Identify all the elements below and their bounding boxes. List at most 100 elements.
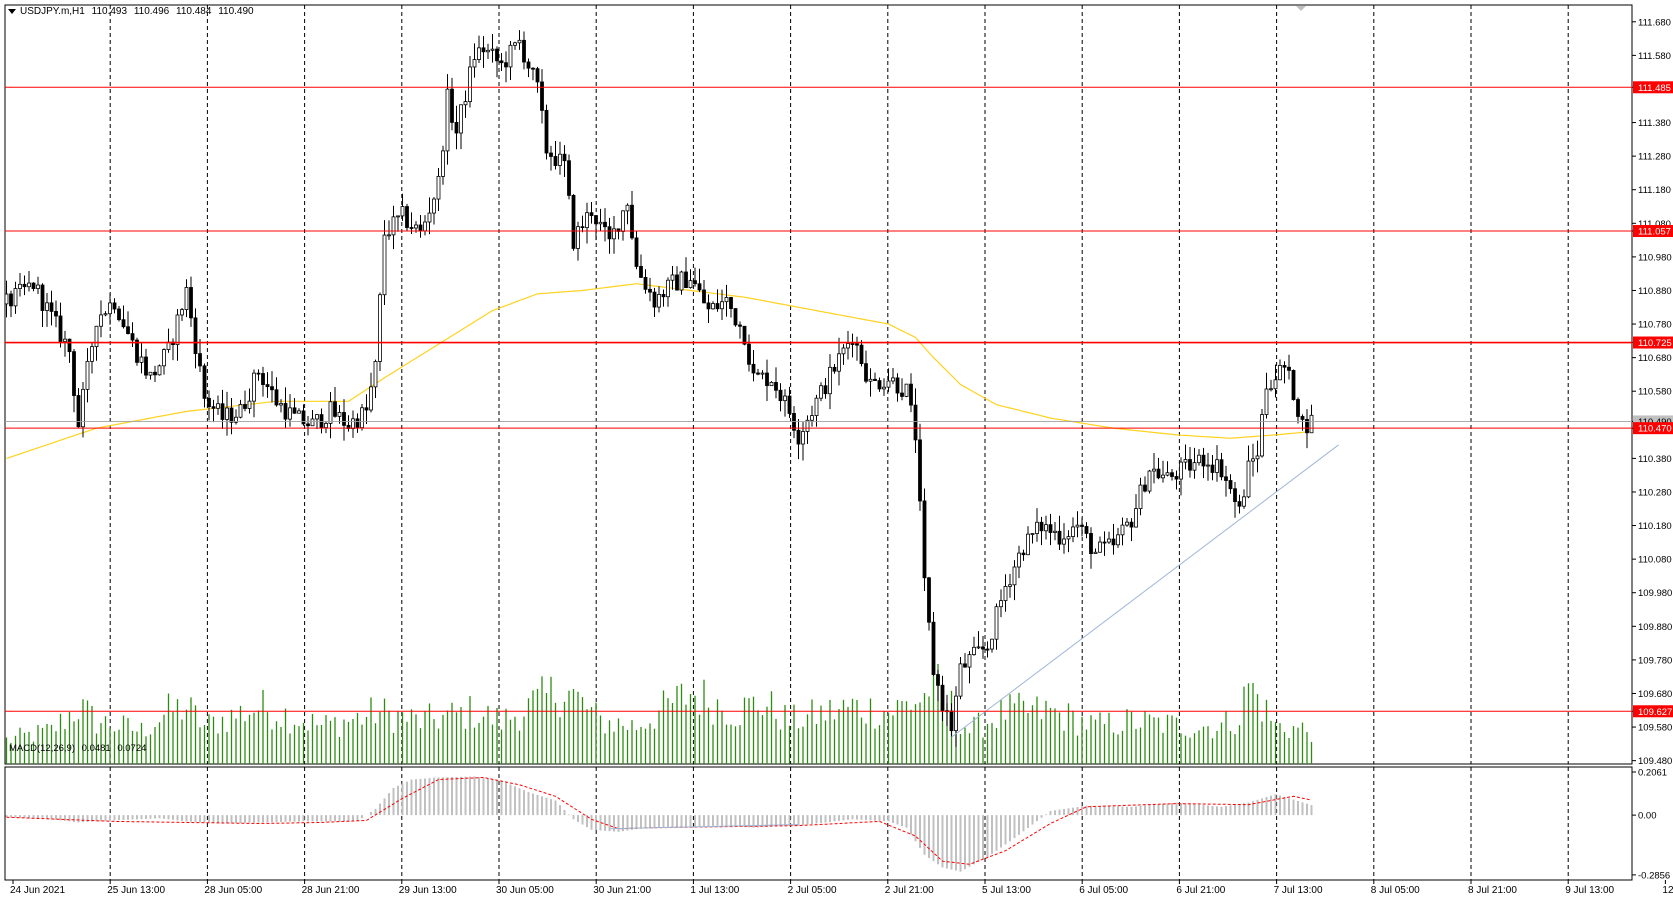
candle-body <box>648 288 652 293</box>
candle-body <box>1197 454 1201 464</box>
candle-body <box>40 284 45 311</box>
candle-body <box>882 386 886 390</box>
candle-body <box>360 407 364 429</box>
candle-body <box>958 663 963 697</box>
candle-body <box>67 338 72 353</box>
candle-body <box>265 384 270 388</box>
candle-body <box>783 395 787 402</box>
candle-body <box>1120 524 1125 536</box>
candle-body <box>657 294 661 308</box>
candle-body <box>873 378 877 381</box>
time-axis-label: 25 Jun 13:00 <box>107 885 165 896</box>
candle-body <box>1210 464 1215 473</box>
macd-header: MACD(12,26,9) 0.0481 0.0724 <box>9 743 150 754</box>
candle-body <box>1134 508 1138 528</box>
candle-body <box>972 646 976 656</box>
macd-label: MACD(12,26,9) <box>9 743 75 754</box>
chart-shift-icon[interactable] <box>1296 6 1306 11</box>
price-axis-label: 109.780 <box>1638 655 1672 666</box>
candle-body <box>931 621 936 675</box>
level-price-marker <box>1633 336 1673 349</box>
candle-body <box>693 280 697 285</box>
candle-body <box>832 366 837 372</box>
candle-body <box>324 422 328 429</box>
candle-body <box>459 104 463 134</box>
support-trendline[interactable] <box>951 444 1339 738</box>
price-axis-label: 110.580 <box>1638 387 1672 398</box>
candle-body <box>895 377 900 394</box>
candle-body <box>697 283 702 291</box>
candle-body <box>1008 584 1012 587</box>
candle-body <box>54 311 58 317</box>
candle-body <box>949 710 954 732</box>
candle-body <box>1057 530 1062 545</box>
candle-body <box>409 227 414 229</box>
candle-body <box>715 303 720 310</box>
candle-body <box>868 378 873 382</box>
price-axis-label: 110.280 <box>1638 487 1672 498</box>
candle-body <box>859 344 864 365</box>
candle-body <box>526 61 531 69</box>
candle-body <box>1012 566 1017 586</box>
candle-body <box>396 215 400 218</box>
candle-body <box>1143 484 1147 492</box>
candle-body <box>1111 538 1116 546</box>
candle-body <box>45 302 49 311</box>
candle-body <box>940 684 945 712</box>
candle-body <box>531 67 535 70</box>
candle-body <box>1071 526 1075 537</box>
time-axis-label: 28 Jun 21:00 <box>302 885 360 896</box>
dropdown-triangle-icon[interactable] <box>8 8 16 14</box>
candle-body <box>445 88 450 152</box>
candle-body <box>283 403 288 420</box>
candle-body <box>760 372 765 375</box>
candle-body <box>1192 462 1197 471</box>
candle-body <box>301 410 306 425</box>
candle-body <box>423 221 427 232</box>
candle-body <box>85 360 90 390</box>
candle-body <box>774 381 778 391</box>
price-axis-label: 109.880 <box>1638 622 1672 633</box>
candle-body <box>274 389 279 406</box>
open-value: 110.493 <box>91 6 128 17</box>
candle-body <box>36 284 40 289</box>
candle-body <box>589 212 594 216</box>
time-axis-label: 30 Jun 21:00 <box>593 885 651 896</box>
candle-body <box>1251 458 1255 462</box>
candle-body <box>193 317 198 355</box>
candle-body <box>954 695 958 732</box>
candle-body <box>1053 530 1057 533</box>
candle-body <box>1035 521 1039 534</box>
candle-body <box>1219 459 1224 478</box>
candle-body <box>1246 460 1251 498</box>
symbol-label: USDJPY.m,H1 <box>20 6 85 17</box>
price-axis-label: 110.380 <box>1638 454 1672 465</box>
candle-body <box>625 204 630 212</box>
candle-body <box>1188 459 1192 471</box>
candle-body <box>1273 379 1278 390</box>
time-axis-label: 1 Jul 13:00 <box>690 885 739 896</box>
candle-body <box>342 412 346 426</box>
candle-body <box>787 395 792 414</box>
candle-body <box>472 59 477 68</box>
candle-body <box>1093 551 1098 554</box>
candle-body <box>387 234 391 237</box>
candle-body <box>153 371 157 376</box>
candle-body <box>738 324 742 327</box>
candle-body <box>643 277 648 290</box>
price-axis-label: 110.080 <box>1638 555 1672 566</box>
candle-body <box>1152 468 1156 472</box>
macd-trendline[interactable] <box>609 824 799 830</box>
candle-body <box>1233 488 1237 502</box>
price-axis-label: 110.980 <box>1638 252 1672 263</box>
candle-body <box>666 279 670 298</box>
candle-body <box>1048 524 1053 533</box>
low-value: 110.484 <box>176 6 212 17</box>
time-axis-label: 2 Jul 05:00 <box>788 885 837 896</box>
time-axis-label: 6 Jul 05:00 <box>1079 885 1128 896</box>
candle-body <box>720 301 724 310</box>
candle-body <box>981 646 985 650</box>
candle-body <box>985 648 990 651</box>
